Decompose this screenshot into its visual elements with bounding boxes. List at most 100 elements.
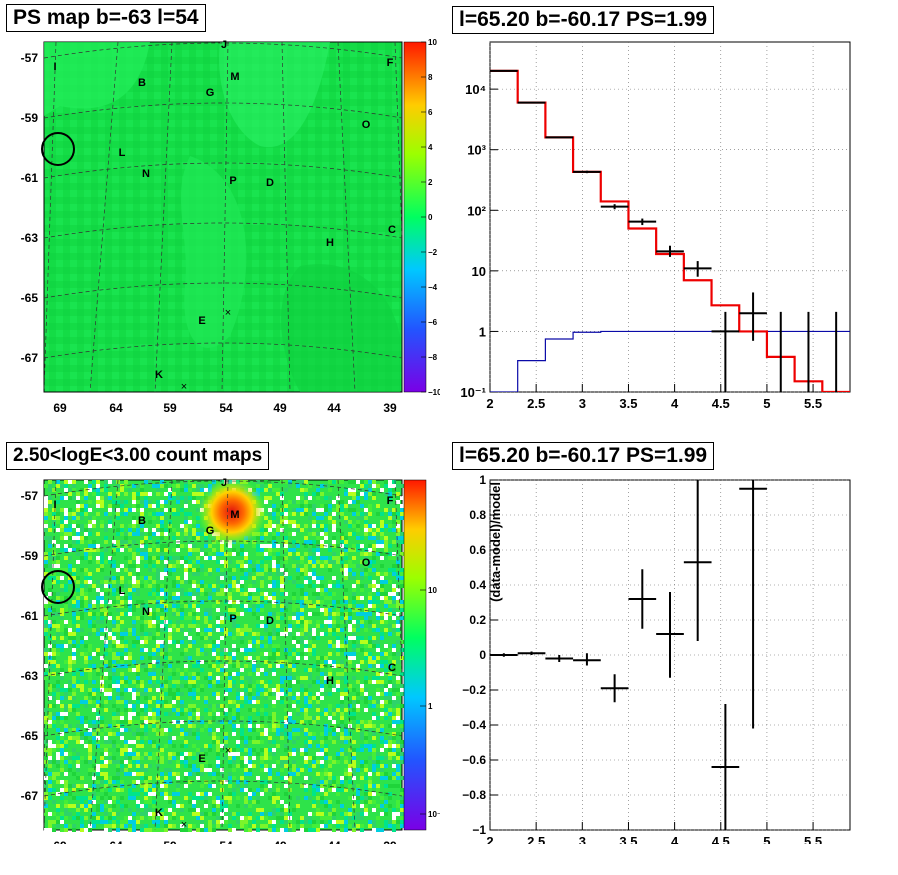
x-tick-label: 3 bbox=[579, 834, 586, 844]
residual-y-ticks: −1 −0.8 −0.6 −0.4 −0.2 0 0.2 0.4 0.6 0.8 1 bbox=[462, 474, 498, 837]
x-tick-label: 2.5 bbox=[527, 834, 545, 844]
y-tick-label: −0.2 bbox=[462, 683, 486, 697]
count-map-panel: J I F B M G O L N P D C H E K × × -57 -59 -61 -63 -65 -67 6… bbox=[21, 477, 440, 844]
residual-x-ticks: 2 2.5 3 3.5 4 4.5 5 5.5 bbox=[486, 822, 822, 844]
residual-point bbox=[711, 704, 740, 830]
source-label: B bbox=[138, 515, 146, 527]
x-tick-label: 2.5 bbox=[527, 396, 545, 411]
data-point bbox=[573, 170, 601, 174]
x-tick-label: 4.5 bbox=[712, 396, 730, 411]
x-tick-label: 39 bbox=[383, 839, 397, 844]
x-tick-label: 44 bbox=[327, 839, 341, 844]
spectrum-panel: 2 2.5 3 3.5 4 4.5 5 5.5 10⁻¹ 1 10 10² 10³ 10⁴ bbox=[460, 41, 851, 411]
colorbar-tick-label: 10⁻¹ bbox=[428, 810, 440, 819]
source-label: G bbox=[206, 525, 215, 537]
x-tick-label: 3.5 bbox=[619, 396, 637, 411]
x-tick-label: 54 bbox=[219, 839, 233, 844]
count-map-target-circle bbox=[41, 570, 75, 604]
colorbar-tick-label: 0 bbox=[428, 213, 433, 222]
y-tick-label: 10² bbox=[467, 203, 486, 218]
colorbar-tick-label: 10 bbox=[428, 38, 437, 47]
residual-point bbox=[739, 480, 767, 729]
count-map-cross-marker-2: × bbox=[181, 819, 187, 831]
y-tick-label: 10⁴ bbox=[465, 82, 486, 97]
x-tick-label: 44 bbox=[327, 401, 341, 415]
y-tick-label: 10⁻¹ bbox=[460, 385, 486, 400]
colorbar-tick-label: −6 bbox=[428, 318, 438, 327]
colorbar-tick-label: −8 bbox=[428, 353, 438, 362]
ps-map-source-labels: J I F B M G O L N P D C H E K bbox=[53, 39, 396, 381]
x-tick-label: 5.5 bbox=[804, 396, 822, 411]
y-tick-label: -59 bbox=[21, 549, 39, 563]
source-label: F bbox=[387, 57, 394, 69]
source-label: K bbox=[155, 369, 163, 381]
count-map-colorbar-ticks: 10 1 10⁻¹ bbox=[420, 586, 440, 819]
source-label: N bbox=[142, 606, 150, 618]
y-tick-label: -57 bbox=[21, 51, 39, 65]
x-tick-label: 54 bbox=[219, 401, 233, 415]
ps-map-cross-marker-2: × bbox=[181, 381, 187, 393]
residual-point bbox=[628, 569, 657, 629]
count-map-pixels bbox=[44, 480, 404, 832]
x-tick-label: 5 bbox=[763, 834, 770, 844]
source-label: C bbox=[388, 662, 396, 674]
y-tick-label: −0.4 bbox=[462, 718, 486, 732]
y-tick-label: 1 bbox=[479, 474, 486, 487]
data-point bbox=[600, 204, 629, 210]
x-tick-label: 59 bbox=[163, 839, 177, 844]
count-map-source-labels: J I F B M G O L N P D C H E K bbox=[53, 477, 396, 819]
source-label: K bbox=[155, 807, 163, 819]
x-tick-label: 59 bbox=[163, 401, 177, 415]
x-tick-label: 39 bbox=[383, 401, 397, 415]
residual-point bbox=[517, 651, 546, 655]
y-tick-label: -57 bbox=[21, 489, 39, 503]
x-tick-label: 49 bbox=[273, 839, 287, 844]
x-tick-label: 2 bbox=[486, 396, 493, 411]
residual-title: l=65.20 b=-60.17 PS=1.99 bbox=[452, 442, 715, 470]
data-point bbox=[517, 101, 546, 104]
y-tick-label: 1 bbox=[479, 324, 486, 339]
colorbar-tick-label: −10 bbox=[428, 388, 440, 397]
ps-map-y-ticks: -57 -59 -61 -63 -65 -67 bbox=[21, 51, 39, 365]
y-tick-label: -65 bbox=[21, 291, 39, 305]
residual-grid bbox=[489, 479, 850, 831]
source-label: F bbox=[387, 495, 394, 507]
source-label: P bbox=[229, 613, 236, 625]
ps-map-target-circle bbox=[41, 132, 75, 166]
residual-point bbox=[573, 653, 601, 666]
y-tick-label: 10³ bbox=[467, 143, 486, 158]
y-tick-label: −1 bbox=[472, 823, 486, 837]
x-tick-label: 69 bbox=[53, 839, 67, 844]
colorbar-tick-label: 10 bbox=[428, 586, 437, 595]
residual-point bbox=[545, 655, 574, 662]
source-label: E bbox=[198, 753, 205, 765]
source-label: M bbox=[230, 509, 239, 521]
colorbar-tick-label: −2 bbox=[428, 248, 438, 257]
x-tick-label: 64 bbox=[109, 401, 123, 415]
residual-panel: 2 2.5 3 3.5 4 4.5 5 5.5 −1 −0.8 −0.6 −0.4 −0.2 0 0.2 0.… bbox=[462, 474, 851, 844]
source-label: I bbox=[53, 61, 56, 73]
spectrum-plot-area bbox=[489, 41, 851, 393]
data-point bbox=[683, 261, 712, 277]
source-label: M bbox=[230, 71, 239, 83]
residual-point bbox=[683, 480, 712, 641]
count-map-grid bbox=[43, 479, 403, 831]
y-tick-label: -61 bbox=[21, 171, 39, 185]
y-tick-label: -63 bbox=[21, 231, 39, 245]
data-point bbox=[739, 292, 767, 341]
residual-point bbox=[600, 674, 629, 703]
x-tick-label: 49 bbox=[273, 401, 287, 415]
x-tick-label: 5.5 bbox=[804, 834, 822, 844]
colorbar-tick-label: 8 bbox=[428, 73, 433, 82]
count-map-colorbar bbox=[403, 479, 427, 831]
data-point bbox=[628, 218, 657, 226]
source-label: C bbox=[388, 224, 396, 236]
source-label: N bbox=[142, 168, 150, 180]
y-tick-label: -67 bbox=[21, 789, 39, 803]
colorbar-tick-label: 6 bbox=[428, 108, 433, 117]
source-label: J bbox=[221, 39, 227, 51]
y-tick-label: 0.4 bbox=[469, 578, 486, 592]
x-tick-label: 4.5 bbox=[712, 834, 730, 844]
count-map-y-ticks: -57 -59 -61 -63 -65 -67 bbox=[21, 489, 39, 803]
x-tick-label: 64 bbox=[109, 839, 123, 844]
